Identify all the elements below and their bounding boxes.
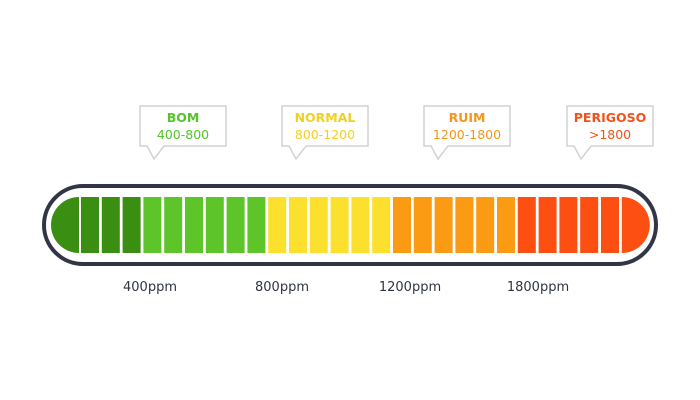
scale-segment bbox=[413, 197, 432, 253]
callout-normal: NORMAL 800-1200 bbox=[281, 105, 369, 161]
callout-ruim-box bbox=[423, 105, 511, 161]
scale-segment bbox=[247, 197, 266, 253]
scale-segment bbox=[309, 197, 328, 253]
callout-perigoso-range: >1800 bbox=[589, 127, 631, 142]
scale-segment bbox=[185, 197, 203, 253]
callout-perigoso-box bbox=[566, 105, 654, 161]
scale-segment bbox=[268, 197, 287, 253]
callout-ruim: RUIM 1200-1800 bbox=[423, 105, 511, 161]
callout-normal-range: 800-1200 bbox=[295, 127, 355, 142]
scale-segment bbox=[164, 197, 183, 253]
scale-segment bbox=[476, 197, 495, 253]
scale-segment bbox=[559, 197, 578, 253]
scale-segment bbox=[143, 197, 162, 253]
callout-normal-box bbox=[281, 105, 369, 161]
scale-segment bbox=[122, 197, 141, 253]
scale-segment bbox=[289, 197, 307, 253]
scale-segment bbox=[351, 197, 370, 253]
scale-segment bbox=[205, 197, 224, 253]
scale-segments bbox=[51, 197, 650, 253]
scale-segment bbox=[330, 197, 349, 253]
callout-perigoso-title: PERIGOSO bbox=[574, 110, 647, 125]
scale-segment bbox=[601, 197, 619, 253]
scale-segment bbox=[393, 197, 411, 253]
callout-ruim-title: RUIM bbox=[449, 110, 486, 125]
scale-segment bbox=[538, 197, 557, 253]
scale-segment bbox=[101, 197, 120, 253]
callout-ruim-range: 1200-1800 bbox=[433, 127, 501, 142]
scale-segment bbox=[81, 197, 99, 253]
callout-bom: BOM 400-800 bbox=[139, 105, 227, 161]
scale-segment bbox=[580, 197, 599, 253]
scale-segment bbox=[226, 197, 245, 253]
scale-segment bbox=[455, 197, 474, 253]
scale-segment bbox=[497, 197, 515, 253]
callout-bom-range: 400-800 bbox=[157, 127, 209, 142]
callout-normal-title: NORMAL bbox=[295, 110, 356, 125]
callout-bom-box bbox=[139, 105, 227, 161]
scale-segment bbox=[372, 197, 391, 253]
tick-label-1200ppm: 1200ppm bbox=[379, 280, 441, 295]
callout-bom-title: BOM bbox=[167, 110, 200, 125]
tick-label-400ppm: 400ppm bbox=[123, 280, 177, 295]
scale-segment-cap-right bbox=[621, 197, 650, 253]
scale-segment bbox=[517, 197, 536, 253]
tick-label-800ppm: 800ppm bbox=[255, 280, 309, 295]
scale-segment-cap-left bbox=[51, 197, 79, 253]
scale-segment bbox=[434, 197, 453, 253]
tick-label-1800ppm: 1800ppm bbox=[507, 280, 569, 295]
callout-perigoso: PERIGOSO >1800 bbox=[566, 105, 654, 161]
